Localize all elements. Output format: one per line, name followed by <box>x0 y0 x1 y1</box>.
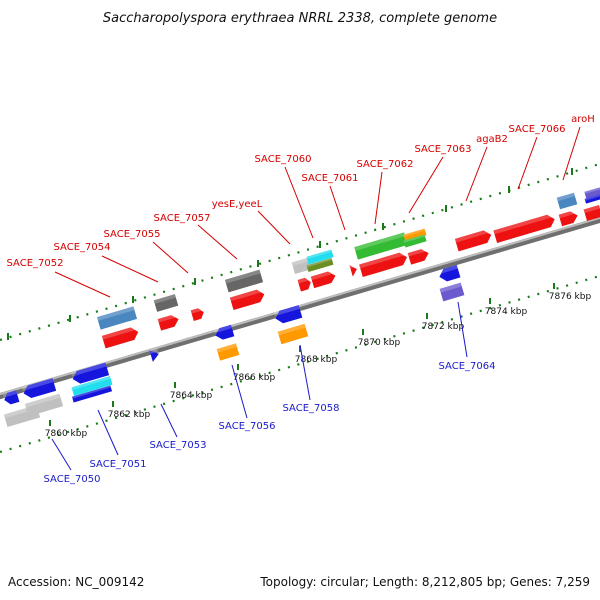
label-leader-line <box>299 344 311 401</box>
gene-block[interactable] <box>190 307 206 321</box>
reverse-gene-label[interactable]: SACE_7058 <box>283 403 340 414</box>
gene-block[interactable] <box>2 390 20 405</box>
gene-block[interactable] <box>96 306 138 330</box>
label-leader-line <box>152 241 189 274</box>
gene-block[interactable] <box>71 385 113 403</box>
forward-gene-label[interactable]: yesE,yeeL <box>212 199 263 210</box>
gene-block[interactable] <box>354 232 408 260</box>
scale-tick-label: 7874 kbp <box>485 307 528 317</box>
label-leader-line <box>51 438 72 471</box>
label-leader-line <box>197 224 238 260</box>
genome-title: Saccharopolyspora erythraea NRRL 2338, c… <box>103 11 497 26</box>
scale-tick-label: 7870 kbp <box>358 338 401 348</box>
label-leader-line <box>465 146 488 202</box>
gene-block[interactable] <box>157 313 181 331</box>
gene-block[interactable] <box>493 213 556 243</box>
gene-block[interactable] <box>583 204 600 222</box>
gene-block[interactable] <box>153 294 179 312</box>
label-leader-line <box>257 210 291 245</box>
gene-block[interactable] <box>213 324 235 342</box>
gene-block[interactable] <box>349 263 358 277</box>
gene-block[interactable] <box>21 378 57 400</box>
gene-block[interactable] <box>24 393 64 417</box>
gene-features <box>2 187 600 428</box>
scale-tick-label: 7866 kbp <box>233 373 276 383</box>
scale-tick-label: 7872 kbp <box>422 322 465 332</box>
forward-gene-label[interactable]: SACE_7060 <box>255 154 312 165</box>
scale-tick-label: 7864 kbp <box>170 391 213 401</box>
gene-block[interactable] <box>558 209 580 227</box>
label-leader-line <box>457 301 468 358</box>
label-leader-line <box>97 409 119 456</box>
gene-block[interactable] <box>229 287 266 311</box>
label-leader-line <box>517 136 538 190</box>
forward-gene-label[interactable]: SACE_7057 <box>154 213 211 224</box>
genome-summary: Topology: circular; Length: 8,212,805 bp… <box>259 575 590 589</box>
reverse-gene-label[interactable]: SACE_7056 <box>219 421 276 432</box>
reverse-gene-label[interactable]: SACE_7051 <box>90 459 147 470</box>
gene-block[interactable] <box>584 187 600 199</box>
gene-block[interactable] <box>224 269 264 293</box>
scale-tick-label: 7860 kbp <box>45 429 88 439</box>
gene-block[interactable] <box>297 276 313 292</box>
gene-block[interactable] <box>306 249 334 265</box>
label-leader-line <box>374 171 383 225</box>
forward-gene-label[interactable]: SACE_7061 <box>302 173 359 184</box>
label-leader-line <box>562 126 581 181</box>
scale-tick-label: 7868 kbp <box>295 355 338 365</box>
gene-block[interactable] <box>273 305 303 325</box>
accession-label: Accession: NC_009142 <box>8 575 144 589</box>
gene-block[interactable] <box>403 234 427 248</box>
gene-block[interactable] <box>584 194 600 204</box>
gene-block[interactable] <box>310 269 337 289</box>
gene-block[interactable] <box>306 257 334 273</box>
gene-block[interactable] <box>216 343 240 361</box>
forward-gene-label[interactable]: SACE_7066 <box>509 124 566 135</box>
forward-gene-label[interactable]: SACE_7054 <box>54 242 111 253</box>
label-leader-line <box>54 271 111 298</box>
gene-block[interactable] <box>291 257 311 275</box>
gene-block[interactable] <box>149 348 160 362</box>
reverse-gene-label[interactable]: SACE_7064 <box>439 361 496 372</box>
gene-block[interactable] <box>70 362 110 386</box>
gene-labels: SACE_7052 SACE_7054 SACE_7055 SACE_7057yesE… <box>7 114 595 485</box>
scale-tick-label: 7862 kbp <box>108 410 151 420</box>
label-leader-line <box>231 364 248 419</box>
reverse-gene-label[interactable]: SACE_7050 <box>44 474 101 485</box>
gene-block[interactable] <box>437 264 461 283</box>
label-leader-line <box>160 403 178 438</box>
scale-axis: 7860 kbp 7862 kbp 7864 kbp 7866 kbp 7868 kbp… <box>7 168 592 439</box>
gene-block[interactable] <box>556 192 578 210</box>
gene-block[interactable] <box>407 247 431 265</box>
label-leader-line <box>284 166 314 239</box>
label-leader-line <box>408 156 444 214</box>
forward-gene-label[interactable]: SACE_7055 <box>104 229 161 240</box>
label-leader-line <box>329 185 346 231</box>
forward-gene-label[interactable]: SACE_7052 <box>7 258 64 269</box>
forward-gene-label[interactable]: SACE_7062 <box>357 159 414 170</box>
forward-gene-label[interactable]: aroH <box>571 114 595 125</box>
gene-block[interactable] <box>101 325 140 349</box>
reverse-gene-label[interactable]: SACE_7053 <box>150 440 207 451</box>
forward-gene-label[interactable]: SACE_7063 <box>415 144 472 155</box>
gene-block[interactable] <box>71 376 113 396</box>
gene-block[interactable] <box>454 228 493 252</box>
gene-block[interactable] <box>403 228 427 242</box>
forward-gene-label[interactable]: agaB2 <box>476 134 508 145</box>
label-leader-line <box>101 255 159 283</box>
gene-block[interactable] <box>359 250 409 278</box>
gene-block[interactable] <box>277 323 309 345</box>
scale-tick-label: 7876 kbp <box>549 292 592 302</box>
gene-block[interactable] <box>439 282 465 302</box>
